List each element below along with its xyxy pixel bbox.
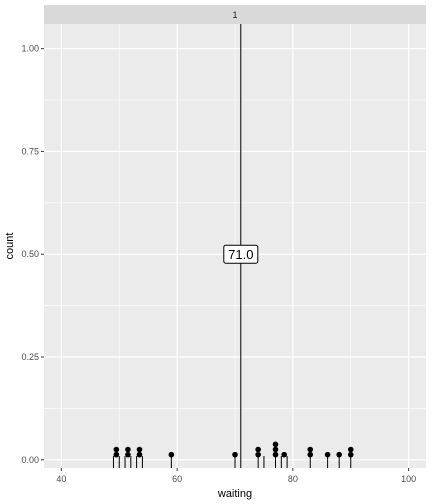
x-tick-label: 60 xyxy=(172,474,182,484)
dot-point xyxy=(113,451,120,458)
dot-point xyxy=(307,451,314,458)
dot-point xyxy=(168,451,175,458)
y-tick-label: 0.25 xyxy=(21,352,39,362)
dot-point xyxy=(307,446,314,453)
x-tick-label: 100 xyxy=(401,474,416,484)
axes: 40 60 80 100 0.00 0.25 0.50 0.75 1.00 xyxy=(21,44,416,484)
dot-point xyxy=(272,441,279,448)
dot-point xyxy=(232,451,238,458)
x-tick-label: 40 xyxy=(56,474,66,484)
dot-point xyxy=(336,451,342,458)
dot-points xyxy=(113,441,354,458)
facet-strip-label: 1 xyxy=(232,10,237,20)
dot-point xyxy=(125,451,131,458)
dot-point xyxy=(347,446,354,453)
x-tick-label: 80 xyxy=(288,474,298,484)
facet-strip-background xyxy=(44,5,426,24)
dot-point xyxy=(281,451,287,458)
dot-point xyxy=(324,451,331,458)
annotation-label: 71.0 xyxy=(228,247,253,262)
dot-point xyxy=(136,446,143,453)
x-axis-title: waiting xyxy=(217,488,252,500)
dot-point xyxy=(272,446,279,453)
dot-point xyxy=(113,446,120,453)
dot-point xyxy=(136,451,143,458)
y-tick-label: 0.50 xyxy=(21,249,39,259)
dot-point xyxy=(255,446,261,453)
y-axis-title: count xyxy=(4,233,16,260)
rug-marks xyxy=(112,456,352,468)
facet-strip: 1 xyxy=(44,5,426,24)
dot-point xyxy=(125,446,131,453)
y-tick-label: 0.75 xyxy=(21,146,39,156)
y-tick-label: 1.00 xyxy=(21,44,39,54)
dot-point xyxy=(347,451,354,458)
dot-point xyxy=(272,451,279,458)
dot-point xyxy=(255,451,261,458)
value-annotation: 71.0 xyxy=(223,244,259,264)
annotation-box xyxy=(223,244,259,264)
y-tick-label: 0.00 xyxy=(21,455,39,465)
